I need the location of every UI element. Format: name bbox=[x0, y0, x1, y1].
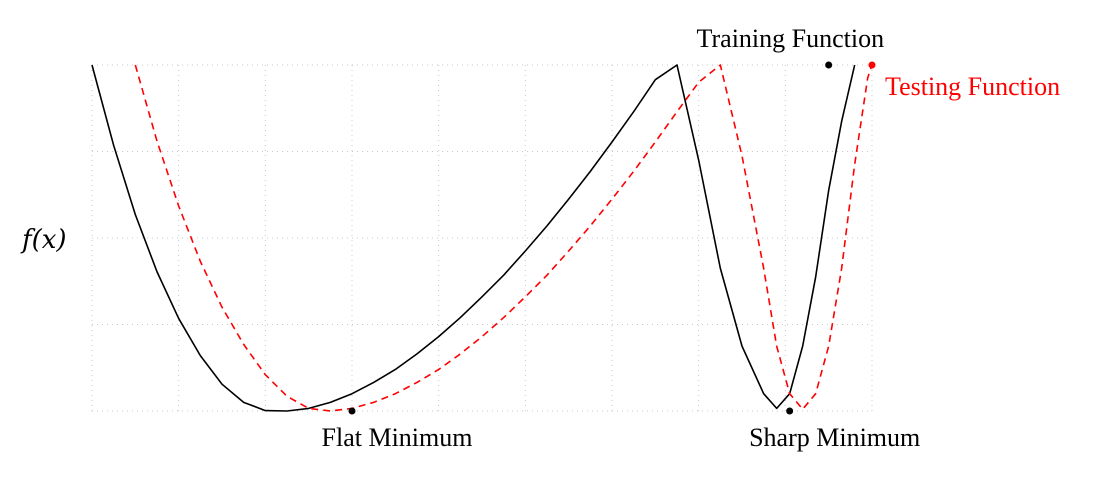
grid bbox=[91, 64, 873, 412]
testing-function-curve bbox=[134, 64, 873, 412]
sharp-minimum-label: Sharp Minimum bbox=[749, 423, 920, 452]
training-function-label: Training Function bbox=[697, 24, 885, 53]
sharp-minimum-marker bbox=[786, 407, 794, 415]
testing-end-marker bbox=[868, 61, 876, 69]
testing-function-label: Testing Function bbox=[885, 72, 1060, 101]
point-markers bbox=[348, 61, 876, 415]
training-end-marker bbox=[825, 61, 833, 69]
training-function-curve bbox=[91, 64, 856, 412]
flat-minimum-marker bbox=[348, 407, 356, 415]
series-lines bbox=[91, 64, 873, 412]
y-axis-label: f(x) bbox=[20, 225, 67, 255]
flat-minimum-label: Flat Minimum bbox=[322, 423, 473, 452]
